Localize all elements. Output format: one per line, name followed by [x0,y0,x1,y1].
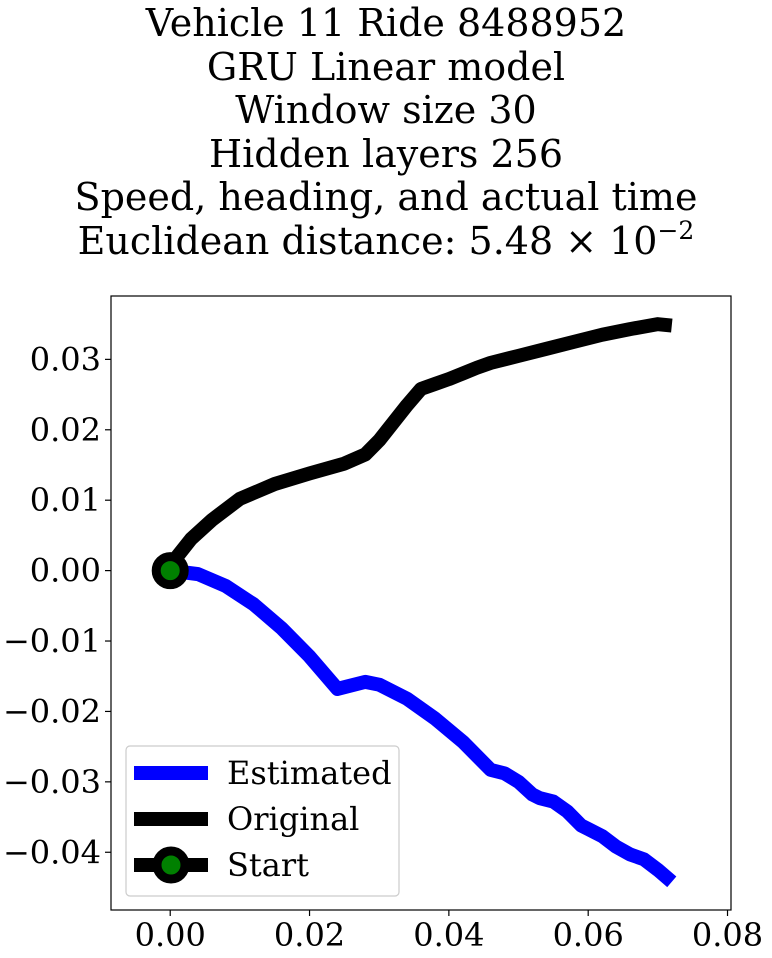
distance-text: Euclidean distance: 5.48 × 10 [77,218,658,263]
legend-label-start: Start [227,846,309,884]
legend-label-estimated: Estimated [227,754,392,792]
x-tick-label: 0.06 [553,916,624,954]
title-line-1: Vehicle 11 Ride 8488952 [145,1,627,45]
title-line-5: Speed, heading, and actual time [74,175,698,219]
series-line-estimated [169,563,677,888]
axes-frame [110,295,732,911]
title-line-2: GRU Linear model [206,44,566,89]
ticks-layer: 0.00 0.02 0.04 0.06 0.08 0.03 0.02 0.01 0.00 −0.0… [3,340,763,954]
legend-label-original: Original [227,800,359,838]
title-line-6: Euclidean distance: 5.48 × 10−2 [0,216,772,268]
title-line-4: Hidden layers 256 [208,131,564,176]
y-tick-label: −0.04 [3,833,101,871]
y-tick-label: 0.02 [30,411,101,449]
x-tick-label: 0.00 [135,916,206,954]
start-marker [151,552,189,590]
y-tick-label: 0.03 [30,340,101,378]
chart-title: Vehicle 11 Ride 8488952 GRU Linear model… [0,1,772,268]
legend-swatch-start-marker [152,846,190,884]
title-line-3: Window size 30 [235,88,537,132]
distance-exponent: −2 [657,215,695,245]
x-tick-label: 0.08 [692,916,763,954]
x-tick-label: 0.04 [413,916,484,954]
series-layer [151,317,677,888]
y-tick-label: −0.03 [3,763,101,801]
y-tick-label: −0.02 [3,692,101,730]
series-line-original [163,317,673,574]
y-tick-label: −0.01 [3,622,101,660]
y-tick-label: 0.00 [30,552,101,590]
legend: Estimated Original Start [125,745,400,897]
y-tick-label: 0.01 [30,481,101,519]
x-tick-label: 0.02 [274,916,345,954]
